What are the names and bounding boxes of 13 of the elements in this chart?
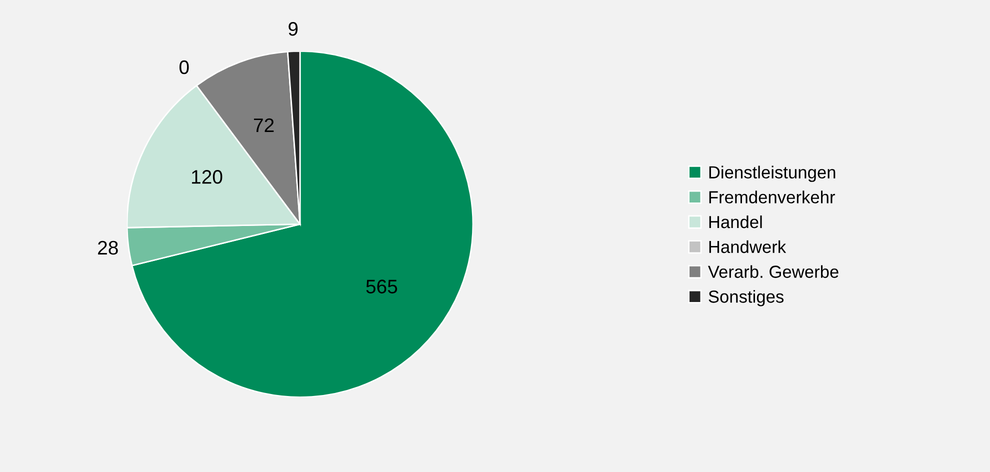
data-label: 565 bbox=[366, 280, 398, 294]
pie-slice bbox=[131, 51, 473, 398]
data-label: 9 bbox=[288, 22, 298, 36]
data-label: 72 bbox=[254, 118, 274, 132]
legend-label: Handel bbox=[709, 215, 762, 228]
legend-label: Handwerk bbox=[709, 240, 786, 254]
text: 0 bbox=[179, 60, 189, 74]
data-label: 120 bbox=[192, 170, 222, 184]
legend-label: Dienstleistungen bbox=[709, 166, 836, 182]
legend-label: Verarb. Gewerbe bbox=[708, 265, 838, 278]
legend-label: Fremdenverkehr bbox=[709, 190, 835, 204]
data-label: 28 bbox=[98, 240, 118, 255]
legend-label: Sonstiges bbox=[708, 290, 784, 306]
